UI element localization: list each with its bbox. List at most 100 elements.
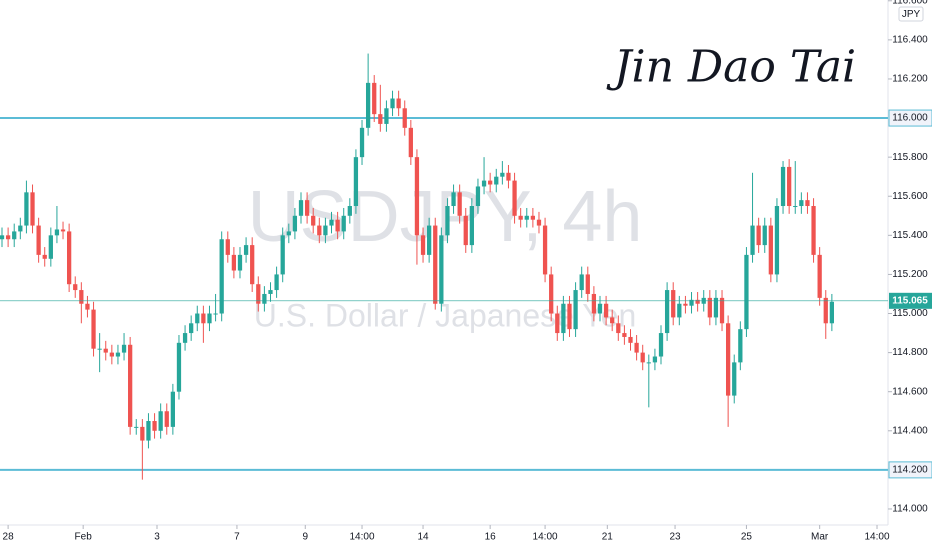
x-tick-label: Feb bbox=[75, 532, 93, 543]
candle-body bbox=[225, 239, 230, 255]
x-tick-label: 14:00 bbox=[350, 532, 375, 543]
level-label: 114.200 bbox=[892, 465, 928, 476]
x-tick-label: 3 bbox=[154, 532, 160, 543]
candle-body bbox=[707, 297, 712, 318]
candle-body bbox=[445, 206, 450, 236]
candle-body bbox=[353, 157, 359, 207]
y-tick-label: 114.400 bbox=[892, 425, 928, 436]
candle-body bbox=[384, 108, 389, 124]
candle-body bbox=[365, 82, 371, 128]
candle-body bbox=[335, 219, 340, 232]
x-tick-label: 25 bbox=[741, 532, 753, 543]
candle-body bbox=[420, 235, 426, 255]
candle-body bbox=[567, 303, 572, 330]
y-tick-label: 115.800 bbox=[892, 152, 928, 163]
candle-body bbox=[5, 235, 11, 240]
candle-body bbox=[134, 426, 139, 428]
candle-body bbox=[85, 303, 90, 310]
currency-label: JPY bbox=[902, 9, 921, 20]
candle-body bbox=[280, 235, 285, 275]
candle-body bbox=[213, 313, 218, 315]
last-price-box bbox=[889, 292, 932, 309]
candle-body bbox=[628, 336, 633, 343]
candle-body bbox=[256, 284, 261, 304]
y-tick-label: 115.400 bbox=[892, 230, 928, 241]
candle-body bbox=[634, 342, 639, 353]
candle-body bbox=[793, 206, 798, 208]
candle-body bbox=[561, 303, 566, 334]
candle-body bbox=[219, 239, 224, 314]
candle-body bbox=[750, 225, 755, 255]
candle-body bbox=[79, 290, 84, 304]
candle-body bbox=[341, 215, 346, 232]
candle-body bbox=[579, 274, 584, 291]
level-label: 116.000 bbox=[892, 113, 928, 124]
signature: Jin Dao Tai bbox=[606, 42, 856, 93]
candle-body bbox=[768, 225, 773, 275]
candle-body bbox=[817, 254, 822, 298]
candle-body bbox=[536, 219, 542, 226]
candle-body bbox=[622, 333, 627, 337]
candle-body bbox=[500, 172, 505, 177]
candle-body bbox=[109, 352, 114, 357]
x-tick-label: 28 bbox=[3, 532, 15, 543]
candle-body bbox=[512, 180, 517, 216]
candle-body bbox=[170, 391, 176, 427]
candle-body bbox=[292, 215, 298, 232]
candle-body bbox=[603, 303, 609, 318]
candle-body bbox=[311, 215, 316, 226]
candle-body bbox=[610, 317, 615, 324]
candle-body bbox=[780, 166, 786, 207]
candle-body bbox=[640, 352, 645, 363]
candle-body bbox=[164, 411, 169, 427]
candle-body bbox=[439, 235, 444, 304]
last-price-label: 115.065 bbox=[892, 295, 928, 306]
y-tick-label: 114.800 bbox=[892, 347, 928, 358]
candle-body bbox=[530, 215, 536, 220]
candle-body bbox=[658, 333, 664, 357]
x-tick-label: 14:00 bbox=[865, 532, 890, 543]
candle-body bbox=[805, 200, 810, 207]
candle-body bbox=[268, 290, 273, 294]
y-tick-label: 115.200 bbox=[892, 269, 928, 280]
candle-body bbox=[664, 290, 670, 334]
candle-body bbox=[146, 421, 151, 441]
candle-body bbox=[176, 342, 182, 392]
candle-body bbox=[286, 231, 291, 236]
candle-body bbox=[585, 274, 590, 294]
candle-body bbox=[494, 176, 499, 185]
candle-body bbox=[140, 426, 145, 441]
candle-body bbox=[347, 206, 352, 216]
candle-body bbox=[433, 225, 438, 304]
candle-body bbox=[774, 206, 780, 275]
candle-body bbox=[677, 303, 682, 318]
candle-body bbox=[329, 219, 334, 226]
watermark-subtitle: U.S. Dollar / Japanese Yen bbox=[254, 297, 636, 333]
x-tick-label: 9 bbox=[302, 532, 308, 543]
candle-body bbox=[231, 254, 237, 271]
candle-body bbox=[713, 297, 719, 318]
candle-body bbox=[390, 98, 395, 109]
candle-body bbox=[250, 245, 255, 285]
candle-body bbox=[73, 284, 78, 291]
candle-body bbox=[128, 344, 133, 427]
candle-body bbox=[683, 303, 688, 306]
y-tick-label: 116.400 bbox=[892, 35, 928, 46]
candle-body bbox=[555, 313, 560, 334]
y-tick-label: 114.600 bbox=[892, 386, 928, 397]
candle-body bbox=[506, 172, 511, 181]
candle-body bbox=[451, 192, 456, 207]
candle-body bbox=[671, 290, 676, 318]
candle-body bbox=[799, 200, 804, 207]
candle-body bbox=[591, 293, 597, 314]
candle-body bbox=[304, 200, 310, 216]
candle-body bbox=[725, 323, 731, 396]
candle-body bbox=[402, 108, 407, 128]
candle-body bbox=[243, 245, 249, 255]
y-tick-label: 116.200 bbox=[892, 74, 928, 85]
candle-body bbox=[488, 180, 493, 185]
candle-body bbox=[60, 229, 66, 232]
candle-body bbox=[298, 200, 304, 216]
candle-body bbox=[695, 299, 700, 304]
